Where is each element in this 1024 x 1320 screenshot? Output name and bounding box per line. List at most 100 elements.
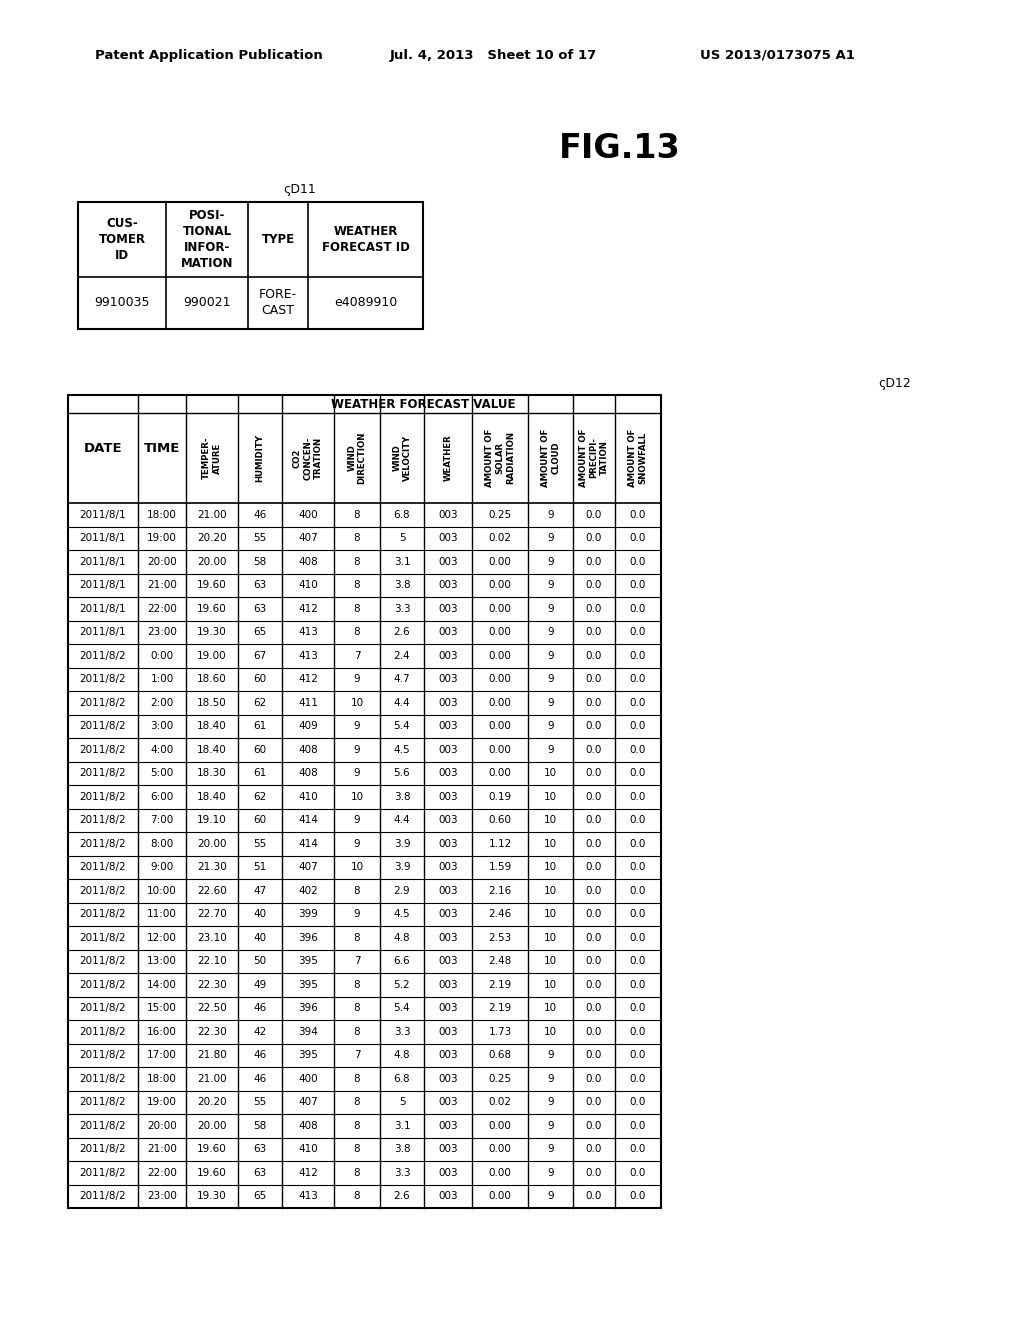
Text: 003: 003 [438,1003,458,1014]
Text: 0.0: 0.0 [586,1121,602,1131]
Text: AMOUNT OF
CLOUD: AMOUNT OF CLOUD [541,429,560,487]
Text: 17:00: 17:00 [147,1051,177,1060]
Text: 990021: 990021 [183,297,230,309]
Text: 10: 10 [544,816,557,825]
Text: 2011/8/1: 2011/8/1 [80,533,126,544]
Text: 414: 414 [298,816,317,825]
Text: 14:00: 14:00 [147,979,177,990]
Text: 9: 9 [353,768,360,779]
Text: 10: 10 [544,979,557,990]
Text: 408: 408 [298,557,317,566]
Text: 003: 003 [438,627,458,638]
Text: 67: 67 [253,651,266,661]
Text: 0.0: 0.0 [586,1073,602,1084]
Text: 12:00: 12:00 [147,933,177,942]
Text: 2011/8/2: 2011/8/2 [80,933,126,942]
Text: 2011/8/2: 2011/8/2 [80,1027,126,1036]
Text: 10: 10 [544,768,557,779]
Text: 003: 003 [438,768,458,779]
Text: 21:00: 21:00 [147,1144,177,1154]
Text: 22.30: 22.30 [198,979,227,990]
Text: 0.0: 0.0 [630,838,646,849]
Text: 0.0: 0.0 [586,721,602,731]
Text: 0.0: 0.0 [630,909,646,919]
Text: 0.02: 0.02 [488,1097,512,1107]
Text: 0.25: 0.25 [488,510,512,520]
Text: 9: 9 [547,1144,554,1154]
Text: 412: 412 [298,675,317,684]
Text: 0.0: 0.0 [586,581,602,590]
Text: 003: 003 [438,792,458,801]
Text: 0.0: 0.0 [586,1051,602,1060]
Text: 003: 003 [438,1191,458,1201]
Text: 13:00: 13:00 [147,956,177,966]
Text: 5: 5 [398,533,406,544]
Text: 413: 413 [298,1191,317,1201]
Text: 8: 8 [353,1121,360,1131]
Text: 8: 8 [353,1027,360,1036]
Text: 60: 60 [253,675,266,684]
Text: 9: 9 [547,533,554,544]
Text: 003: 003 [438,1144,458,1154]
Text: WIND
VELOCITY: WIND VELOCITY [392,434,412,480]
Text: 9: 9 [547,1191,554,1201]
Text: 46: 46 [253,1073,266,1084]
Text: 003: 003 [438,510,458,520]
Text: CUS-
TOMER
ID: CUS- TOMER ID [98,216,145,261]
Text: 7: 7 [353,956,360,966]
Text: FIG.13: FIG.13 [559,132,681,165]
Text: 42: 42 [253,1027,266,1036]
Text: 0.0: 0.0 [630,816,646,825]
Text: 9: 9 [547,675,554,684]
Text: Jul. 4, 2013   Sheet 10 of 17: Jul. 4, 2013 Sheet 10 of 17 [390,49,597,62]
Text: 0.68: 0.68 [488,1051,512,1060]
Text: e4089910: e4089910 [334,297,397,309]
Text: 2011/8/2: 2011/8/2 [80,816,126,825]
Text: 2011/8/1: 2011/8/1 [80,603,126,614]
Text: 8: 8 [353,979,360,990]
Text: 63: 63 [253,581,266,590]
Text: 2.46: 2.46 [488,909,512,919]
Text: 10: 10 [544,1003,557,1014]
Text: 0.00: 0.00 [488,1191,511,1201]
Text: 0.0: 0.0 [586,744,602,755]
Text: 2011/8/2: 2011/8/2 [80,675,126,684]
Text: 003: 003 [438,909,458,919]
Text: ςD12: ςD12 [878,376,910,389]
Text: 0.0: 0.0 [586,1168,602,1177]
Text: 2011/8/2: 2011/8/2 [80,909,126,919]
Text: 2011/8/1: 2011/8/1 [80,510,126,520]
Text: 0.00: 0.00 [488,581,511,590]
Text: 9: 9 [353,909,360,919]
Text: 19.60: 19.60 [198,581,227,590]
Text: 408: 408 [298,1121,317,1131]
Text: 10: 10 [544,792,557,801]
Text: 003: 003 [438,603,458,614]
Text: 60: 60 [253,744,266,755]
Text: 003: 003 [438,886,458,896]
Text: POSI-
TIONAL
INFOR-
MATION: POSI- TIONAL INFOR- MATION [181,209,233,271]
Text: 3.8: 3.8 [393,1144,411,1154]
Text: 2011/8/2: 2011/8/2 [80,1144,126,1154]
Text: 18.60: 18.60 [198,675,227,684]
Text: 46: 46 [253,1051,266,1060]
Text: 55: 55 [253,1097,266,1107]
Text: 0.00: 0.00 [488,698,511,708]
Text: 0.0: 0.0 [630,956,646,966]
Text: 20.00: 20.00 [198,838,226,849]
Text: 6.8: 6.8 [393,510,411,520]
Text: 1.12: 1.12 [488,838,512,849]
Text: 65: 65 [253,1191,266,1201]
Text: 0.0: 0.0 [586,816,602,825]
Text: 0.0: 0.0 [630,1144,646,1154]
Text: 003: 003 [438,1121,458,1131]
Text: 55: 55 [253,533,266,544]
Text: 0.0: 0.0 [586,627,602,638]
Text: 0.0: 0.0 [630,862,646,873]
Text: 2.4: 2.4 [393,651,411,661]
Text: 19:00: 19:00 [147,1097,177,1107]
Text: 5.4: 5.4 [393,1003,411,1014]
Text: 19:00: 19:00 [147,533,177,544]
Text: 46: 46 [253,510,266,520]
Text: 63: 63 [253,603,266,614]
